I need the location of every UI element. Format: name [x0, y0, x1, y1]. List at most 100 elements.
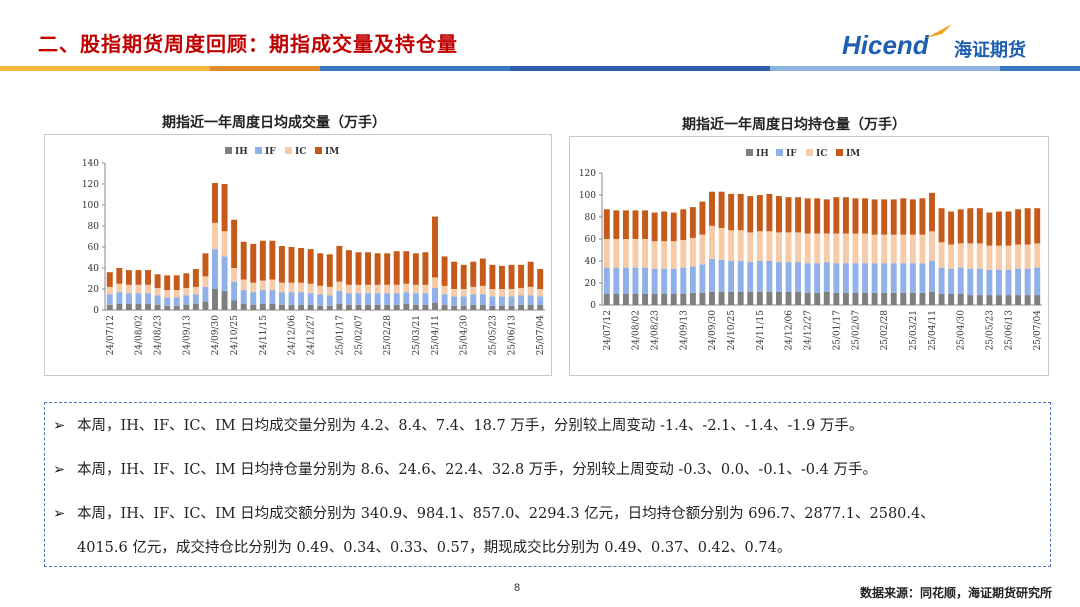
chart-legend: IH IF IC IM	[225, 147, 339, 157]
bar-if	[432, 287, 438, 303]
bar-ih	[537, 304, 544, 310]
bar-im	[154, 274, 161, 288]
bar-ih	[957, 294, 964, 305]
x-tick-label: 25/03/21	[412, 315, 422, 355]
bar-if	[814, 263, 821, 293]
bar-im	[775, 196, 782, 233]
legend-swatch-ic	[285, 147, 292, 154]
bar-im	[1015, 209, 1022, 245]
bar-ic	[326, 286, 333, 296]
bar-ic	[814, 233, 821, 264]
bar-im	[355, 252, 362, 285]
bar-ih	[451, 305, 458, 310]
bar-if	[240, 290, 247, 304]
summary-item-volume: ➢ 本周，IH、IF、IC、IM 日均成交量分别为 4.2、8.4、7.4、18.…	[53, 413, 863, 439]
bar-if	[412, 293, 419, 305]
bar-ih	[995, 295, 1002, 305]
bar-ic	[737, 230, 744, 261]
bar-if	[106, 294, 113, 305]
bar-ic	[890, 234, 897, 264]
bar-ih	[785, 291, 792, 305]
bar-if	[154, 295, 161, 305]
bar-im	[432, 216, 438, 278]
bar-im	[393, 251, 400, 285]
bar-if	[909, 263, 916, 293]
bar-ih	[718, 291, 725, 305]
bar-im	[785, 197, 792, 233]
bar-ic	[135, 284, 142, 294]
bar-if	[345, 293, 352, 305]
bar-ic	[192, 286, 199, 295]
bar-ic	[470, 286, 477, 295]
bar-ic	[976, 243, 983, 269]
bar-if	[202, 286, 209, 302]
volume-chart: IH IF IC IM 0 20 40 60 80 100 120 140 24/07/12 24/08/…	[44, 134, 552, 376]
bar-ih	[298, 304, 305, 310]
bar-if	[183, 295, 190, 305]
bar-ih	[460, 305, 467, 310]
bar-ic	[212, 222, 218, 250]
bar-ih	[154, 304, 161, 310]
bar-im	[489, 264, 496, 289]
bar-im	[795, 197, 802, 233]
legend-swatch-ih	[746, 149, 753, 156]
bar-if	[393, 293, 400, 305]
bar-im	[422, 252, 429, 285]
bar-ih	[622, 294, 629, 305]
bar-im	[451, 261, 458, 289]
bar-ih	[278, 304, 285, 310]
stripe-segment	[510, 66, 770, 71]
bar-ih	[145, 303, 152, 310]
bar-if	[775, 262, 782, 292]
x-tick-label: 24/10/25	[230, 315, 240, 356]
bar-ih	[1034, 295, 1041, 305]
bar-stack-group	[106, 182, 544, 310]
bar-ic	[221, 231, 228, 257]
bar-if	[699, 264, 706, 293]
bar-im	[967, 208, 974, 244]
bar-if	[518, 295, 525, 305]
bar-im	[823, 199, 830, 234]
bar-ih	[403, 303, 410, 310]
y-tick-label: 40	[88, 264, 100, 274]
bar-ic	[823, 233, 830, 263]
bar-im	[317, 253, 324, 286]
bar-if	[995, 269, 1002, 296]
x-tick-label: 24/09/13	[679, 310, 689, 351]
bar-im	[995, 211, 1002, 246]
bar-im	[747, 196, 754, 233]
bar-if	[1024, 268, 1031, 296]
bar-ih	[183, 304, 190, 310]
bar-ic	[919, 234, 926, 264]
bar-ic	[240, 279, 247, 291]
bar-ih	[307, 304, 314, 310]
bar-ic	[632, 239, 639, 268]
bar-ih	[756, 291, 763, 305]
y-tick-label: 120	[579, 169, 596, 179]
bar-im	[173, 275, 180, 291]
bar-im	[689, 207, 696, 238]
bar-ih	[231, 300, 238, 310]
bar-ic	[317, 285, 324, 295]
bar-im	[613, 210, 620, 239]
open-interest-chart: IH IF IC IM 0 20 40 60 80 100 120 24/07/12 24/08/02 2…	[569, 136, 1049, 376]
bar-ic	[460, 289, 467, 297]
bar-ic	[432, 277, 438, 288]
bar-ic	[900, 234, 907, 264]
bar-ih	[661, 294, 668, 305]
bar-if	[1034, 267, 1041, 296]
bar-if	[298, 292, 305, 305]
bar-ih	[116, 303, 123, 310]
bar-im	[766, 193, 773, 232]
bar-im	[622, 210, 629, 239]
bar-if	[842, 263, 849, 293]
bar-ic	[116, 283, 123, 293]
x-tick-label: 24/08/02	[632, 310, 642, 350]
x-tick-label: 25/01/17	[335, 315, 345, 356]
bar-im	[642, 210, 649, 239]
bar-im	[460, 264, 467, 289]
bar-ih	[470, 304, 477, 310]
bar-ih	[498, 305, 505, 310]
page-title: 二、股指期货周度回顾：期指成交量及持仓量	[38, 32, 458, 56]
bar-if	[785, 262, 792, 292]
